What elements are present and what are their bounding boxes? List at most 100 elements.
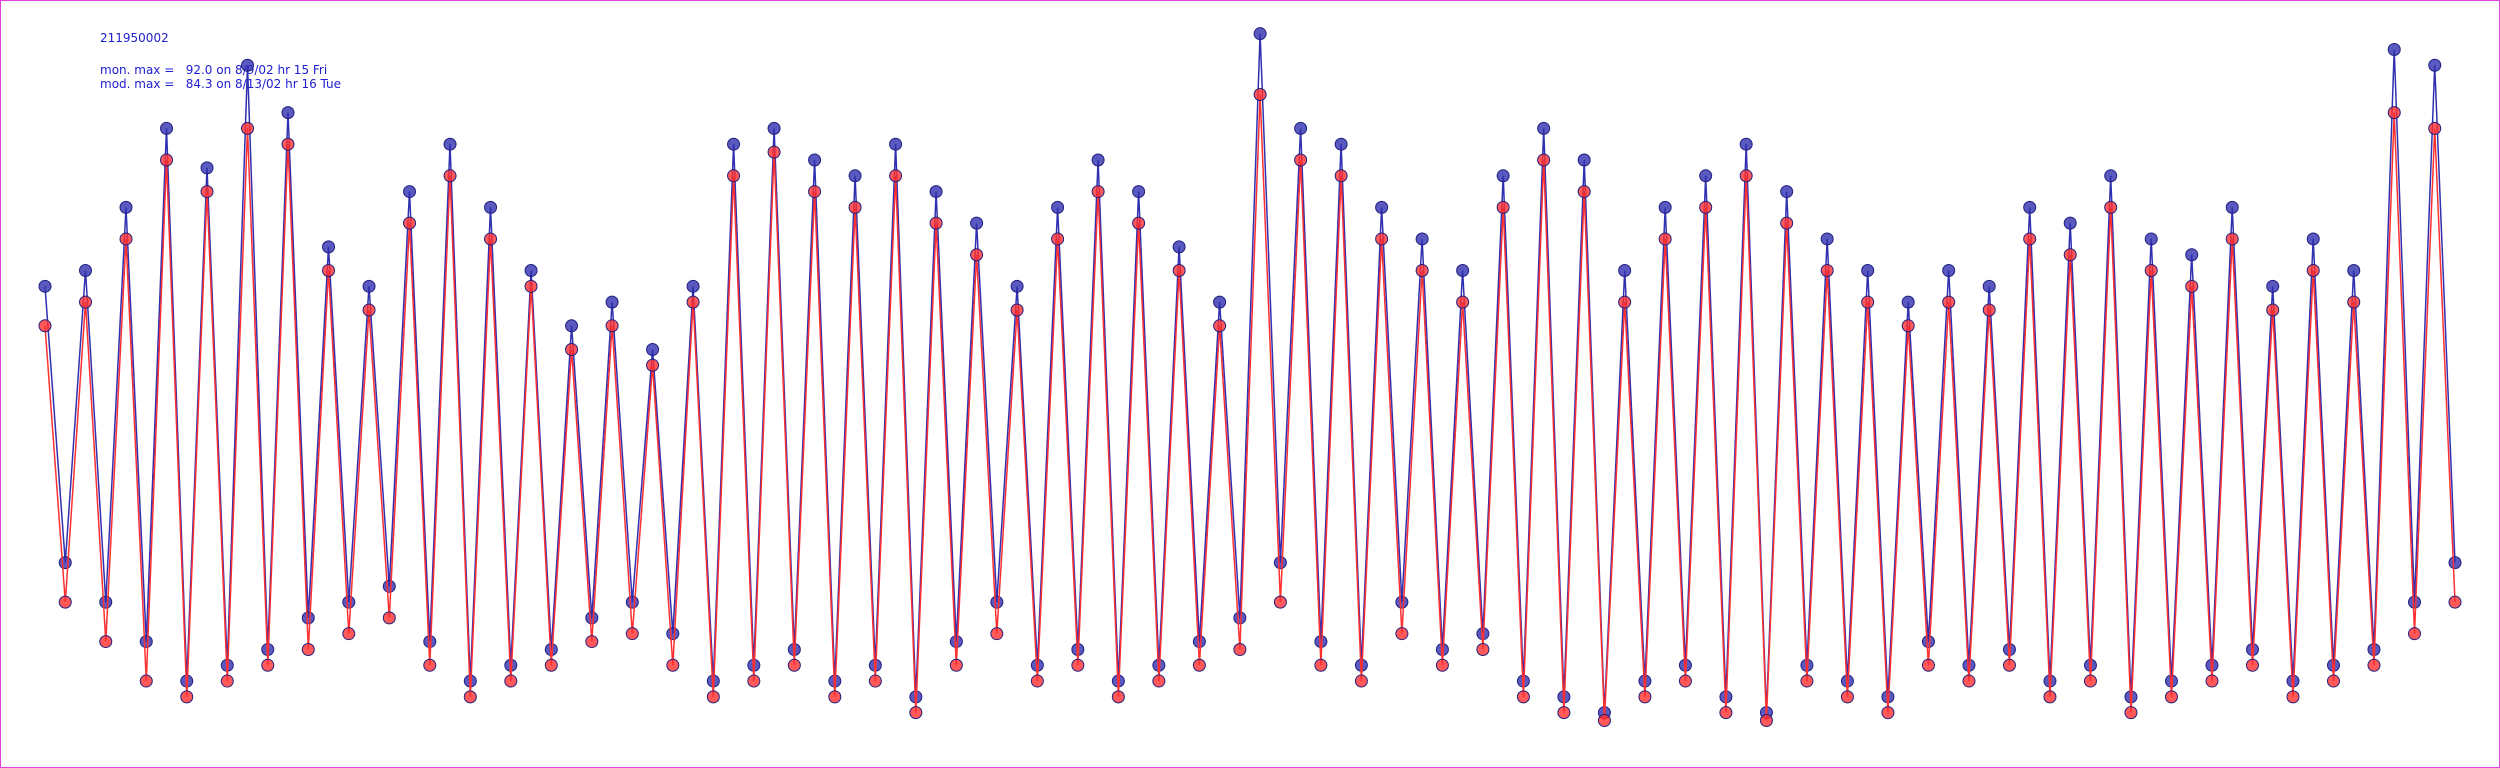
point xyxy=(706,690,720,704)
point xyxy=(1658,200,1672,214)
point xyxy=(1132,216,1146,230)
point xyxy=(2306,232,2320,246)
point xyxy=(1699,169,1713,183)
point xyxy=(261,658,275,672)
point xyxy=(727,137,741,151)
point xyxy=(868,674,882,688)
point xyxy=(929,216,943,230)
point xyxy=(322,264,336,278)
point xyxy=(2063,216,2077,230)
point xyxy=(909,706,923,720)
point xyxy=(1618,264,1632,278)
point xyxy=(38,279,52,293)
point xyxy=(2347,264,2361,278)
point xyxy=(1861,264,1875,278)
point xyxy=(200,161,214,175)
point xyxy=(625,595,639,609)
point xyxy=(139,674,153,688)
point xyxy=(646,358,660,372)
point xyxy=(1719,706,1733,720)
point xyxy=(2185,279,2199,293)
point xyxy=(1861,295,1875,309)
point xyxy=(565,319,579,333)
point xyxy=(1982,303,1996,317)
point xyxy=(1678,674,1692,688)
point xyxy=(605,295,619,309)
point xyxy=(220,674,234,688)
point xyxy=(2104,169,2118,183)
point xyxy=(1294,153,1308,167)
point xyxy=(970,216,984,230)
point xyxy=(2023,200,2037,214)
point xyxy=(1152,674,1166,688)
point xyxy=(2428,121,2442,135)
point xyxy=(2144,264,2158,278)
annotation: mon. max = 92.0 on 8/9/02 hr 15 Fri xyxy=(100,63,327,77)
point xyxy=(1456,264,1470,278)
point xyxy=(241,58,255,72)
point xyxy=(423,635,437,649)
point xyxy=(1051,232,1065,246)
point xyxy=(686,279,700,293)
point xyxy=(1759,714,1773,728)
point xyxy=(1091,185,1105,199)
point xyxy=(160,121,174,135)
point xyxy=(1921,658,1935,672)
point xyxy=(2083,674,2097,688)
point xyxy=(2144,232,2158,246)
point xyxy=(58,595,72,609)
point xyxy=(322,240,336,254)
point xyxy=(747,674,761,688)
point xyxy=(2002,658,2016,672)
point xyxy=(1111,690,1125,704)
point xyxy=(1456,295,1470,309)
point xyxy=(605,319,619,333)
point xyxy=(180,690,194,704)
point xyxy=(2306,264,2320,278)
point xyxy=(808,153,822,167)
point xyxy=(2367,658,2381,672)
point xyxy=(524,279,538,293)
point xyxy=(1881,706,1895,720)
point xyxy=(949,635,963,649)
point xyxy=(1172,240,1186,254)
point xyxy=(301,611,315,625)
point xyxy=(2326,674,2340,688)
point xyxy=(1375,200,1389,214)
point xyxy=(1354,674,1368,688)
point xyxy=(1273,556,1287,570)
point xyxy=(565,342,579,356)
point xyxy=(2407,627,2421,641)
point xyxy=(1253,87,1267,101)
point xyxy=(1577,185,1591,199)
point xyxy=(443,169,457,183)
point xyxy=(2448,556,2462,570)
point xyxy=(1638,690,1652,704)
point xyxy=(1840,690,1854,704)
point xyxy=(2387,106,2401,120)
point xyxy=(1294,121,1308,135)
point xyxy=(1942,264,1956,278)
point xyxy=(2063,248,2077,262)
point xyxy=(2225,232,2239,246)
point xyxy=(1496,169,1510,183)
point xyxy=(1010,279,1024,293)
point xyxy=(342,595,356,609)
point xyxy=(1213,319,1227,333)
point xyxy=(1395,627,1409,641)
point xyxy=(2347,295,2361,309)
point xyxy=(281,106,295,120)
point xyxy=(484,232,498,246)
point xyxy=(58,556,72,570)
point xyxy=(990,595,1004,609)
series-line xyxy=(44,33,2456,713)
point xyxy=(1820,264,1834,278)
point xyxy=(1658,232,1672,246)
point xyxy=(1375,232,1389,246)
point xyxy=(38,319,52,333)
point xyxy=(1577,153,1591,167)
point xyxy=(1010,303,1024,317)
point xyxy=(1192,658,1206,672)
point xyxy=(2245,658,2259,672)
